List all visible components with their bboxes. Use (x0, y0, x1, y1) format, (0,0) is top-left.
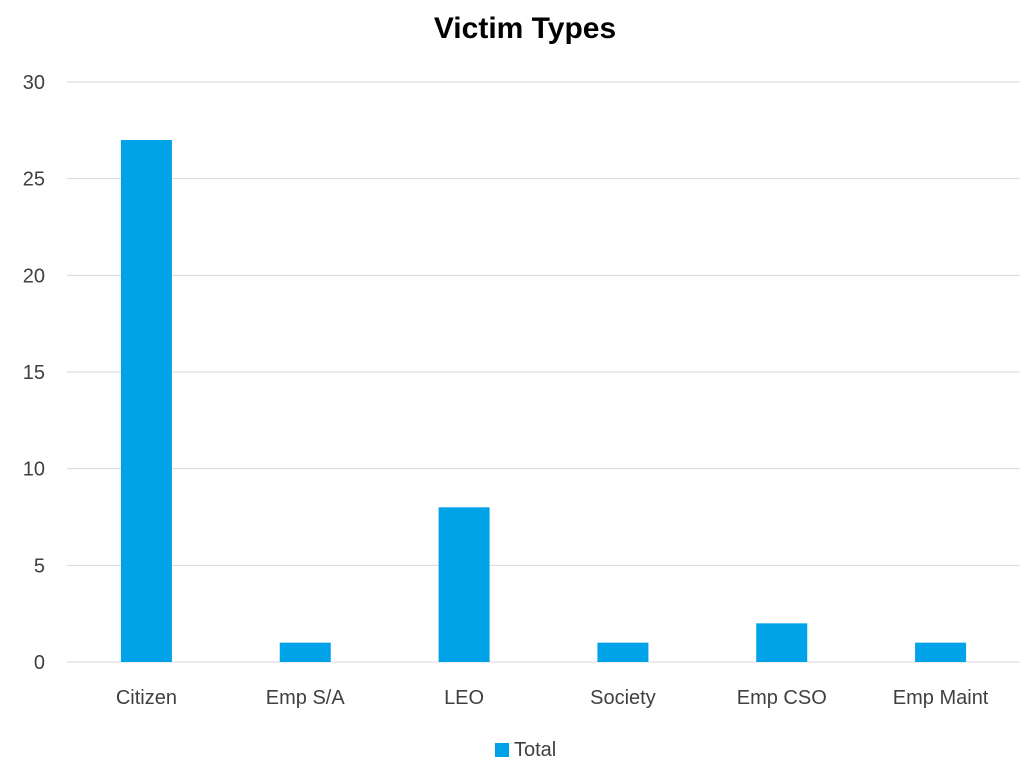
x-tick-label: Emp Maint (893, 687, 989, 709)
legend: Total (495, 739, 556, 761)
x-tick-label: Citizen (116, 687, 177, 709)
bar-citizen (120, 140, 172, 662)
y-tick-label: 10 (23, 459, 45, 481)
bar-emp-cso (756, 623, 808, 662)
y-axis-tick-labels: 0 5 10 15 20 25 30 (23, 72, 45, 674)
bar-emp-s-a (279, 642, 331, 662)
legend-swatch-total (495, 743, 509, 757)
bars (120, 140, 967, 662)
bar-leo (438, 507, 490, 662)
chart-title: Victim Types (434, 12, 616, 45)
legend-label-total: Total (514, 739, 556, 761)
y-tick-label: 25 (23, 169, 45, 191)
y-tick-label: 0 (34, 652, 45, 674)
y-tick-label: 5 (34, 555, 45, 577)
y-tick-label: 15 (23, 362, 45, 384)
bar-society (597, 642, 649, 662)
y-tick-label: 20 (23, 265, 45, 287)
gridlines (67, 81, 1020, 663)
y-tick-label: 30 (23, 72, 45, 94)
x-axis-tick-labels: Citizen Emp S/A LEO Society Emp CSO Emp Maint (116, 687, 989, 709)
x-tick-label: Emp CSO (737, 687, 827, 709)
x-tick-label: LEO (444, 687, 484, 709)
x-tick-label: Society (590, 687, 656, 709)
bar-emp-maint (915, 642, 967, 662)
x-tick-label: Emp S/A (266, 687, 346, 709)
